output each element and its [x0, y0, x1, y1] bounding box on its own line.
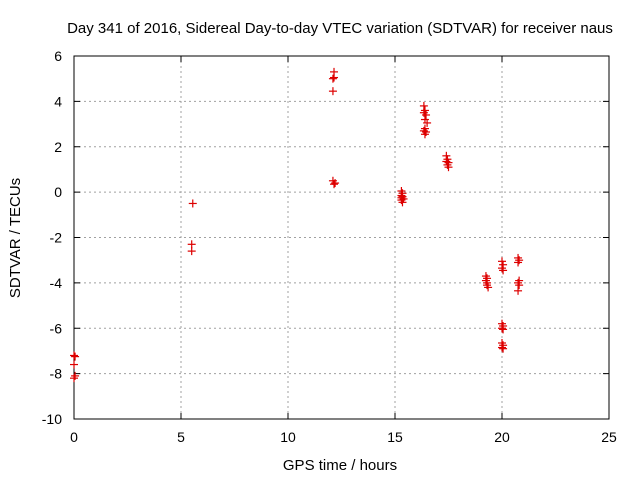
data-point — [514, 286, 523, 295]
data-point — [498, 343, 506, 352]
data-point — [188, 199, 197, 208]
y-tick-label: -8 — [50, 366, 63, 382]
y-tick-label: -2 — [50, 230, 63, 246]
data-point — [330, 73, 339, 82]
x-tick-label: 10 — [280, 429, 296, 445]
data-point — [70, 360, 78, 369]
x-tick-label: 0 — [70, 429, 78, 445]
data-point — [420, 130, 429, 139]
y-tick-label: 0 — [54, 184, 62, 200]
data-point — [398, 198, 407, 207]
x-axis-label: GPS time / hours — [283, 457, 397, 474]
data-point — [484, 283, 493, 292]
y-tick-label: -6 — [50, 320, 63, 336]
data-point — [331, 179, 340, 188]
y-tick-label: -10 — [42, 411, 62, 427]
chart-title: Day 341 of 2016, Sidereal Day-to-day VTE… — [67, 20, 613, 37]
data-point — [423, 118, 432, 127]
data-point — [515, 281, 524, 290]
y-tick-label: -4 — [50, 275, 63, 291]
data-points — [70, 67, 524, 383]
data-point — [70, 351, 78, 360]
x-tick-label: 25 — [601, 429, 617, 445]
data-point — [70, 374, 78, 383]
data-point — [498, 257, 506, 266]
y-axis-label: SDTVAR / TECUs — [7, 178, 24, 298]
data-point — [499, 325, 508, 334]
data-point — [419, 101, 428, 110]
grid-lines — [74, 56, 609, 419]
data-point — [187, 247, 196, 256]
data-point — [187, 240, 196, 249]
y-tick-label: 6 — [54, 48, 62, 64]
data-point — [499, 266, 508, 275]
y-axis-ticks: -10 -8 -6 -4 -2 0 2 4 6 — [42, 48, 609, 427]
x-tick-label: 15 — [387, 429, 403, 445]
x-axis-ticks: 0 5 10 15 20 25 — [70, 56, 617, 445]
data-point — [71, 352, 80, 361]
data-point — [444, 163, 453, 172]
y-tick-label: 4 — [54, 93, 62, 109]
data-point — [514, 258, 523, 267]
x-tick-label: 5 — [177, 429, 185, 445]
data-point — [330, 180, 339, 189]
data-point — [498, 324, 506, 333]
data-point — [328, 87, 337, 96]
y-tick-label: 2 — [54, 139, 62, 155]
data-point — [422, 110, 431, 119]
x-tick-label: 20 — [494, 429, 510, 445]
data-point — [499, 344, 508, 353]
data-point — [328, 74, 337, 83]
data-point — [420, 115, 429, 124]
